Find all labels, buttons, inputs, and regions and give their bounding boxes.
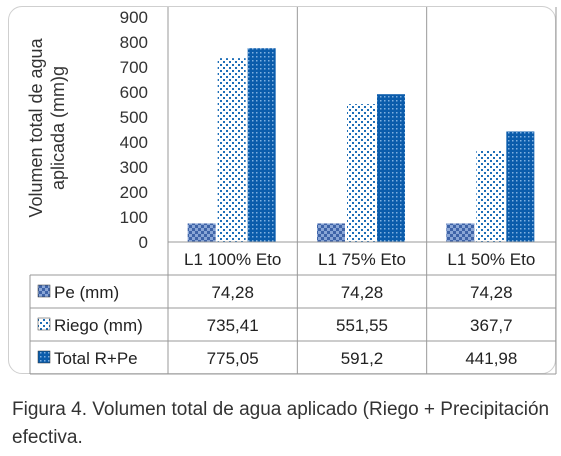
data-label: 775,05 <box>207 349 259 368</box>
y-tick-label: 900 <box>120 8 148 27</box>
legend-swatch <box>37 350 51 364</box>
bar <box>347 104 375 242</box>
y-tick-label: 400 <box>120 133 148 152</box>
y-tick-label: 200 <box>120 183 148 202</box>
x-tick-label: L1 50% Eto <box>447 250 535 269</box>
figure-caption: Figura 4. Volumen total de agua aplicado… <box>12 399 550 448</box>
data-label: 551,55 <box>336 316 388 335</box>
x-tick-label: L1 75% Eto <box>318 250 406 269</box>
legend-swatch <box>37 317 51 331</box>
bar <box>187 223 216 242</box>
data-label: 441,98 <box>465 349 517 368</box>
data-label: 74,28 <box>470 283 513 302</box>
legend-label: Riego (mm) <box>54 316 143 335</box>
data-label: 74,28 <box>341 283 384 302</box>
legend-label: Total R+Pe <box>54 349 138 368</box>
axes-layer: 0 100 200 300 400 500 600 700 800 900 Volumen tota… <box>26 7 169 252</box>
bar <box>377 94 405 242</box>
bar <box>317 223 345 242</box>
data-table: L1 100% Eto L1 75% Eto L1 50% Eto Pe (mm) 74… <box>29 7 557 375</box>
y-tick-label: 800 <box>120 33 148 52</box>
data-label: 367,7 <box>470 316 513 335</box>
bar <box>217 58 246 243</box>
legend-label: Pe (mm) <box>54 283 119 302</box>
y-tick-label: 100 <box>120 208 148 227</box>
bars-layer <box>187 48 535 243</box>
bar <box>506 131 535 242</box>
data-label: 735,41 <box>207 316 259 335</box>
legend-swatch <box>37 284 51 298</box>
bar <box>247 48 276 242</box>
x-tick-label: L1 100% Eto <box>184 250 281 269</box>
y-axis-title: Volumen total de agua aplicada (mm)g <box>26 37 68 217</box>
data-label: 74,28 <box>211 283 254 302</box>
y-tick-label: 300 <box>120 158 148 177</box>
y-tick-label: 700 <box>120 58 148 77</box>
y-tick-label: 0 <box>139 233 148 252</box>
chart: 0 100 200 300 400 500 600 700 800 900 Volumen tota… <box>26 7 557 375</box>
bar <box>446 223 475 242</box>
data-label: 591,2 <box>341 349 384 368</box>
y-tick-label: 600 <box>120 83 148 102</box>
y-tick-label: 500 <box>120 108 148 127</box>
y-axis-title-line: aplicada (mm)g <box>48 66 68 190</box>
bar <box>476 150 505 242</box>
y-axis-title-line: Volumen total de agua <box>26 37 46 217</box>
